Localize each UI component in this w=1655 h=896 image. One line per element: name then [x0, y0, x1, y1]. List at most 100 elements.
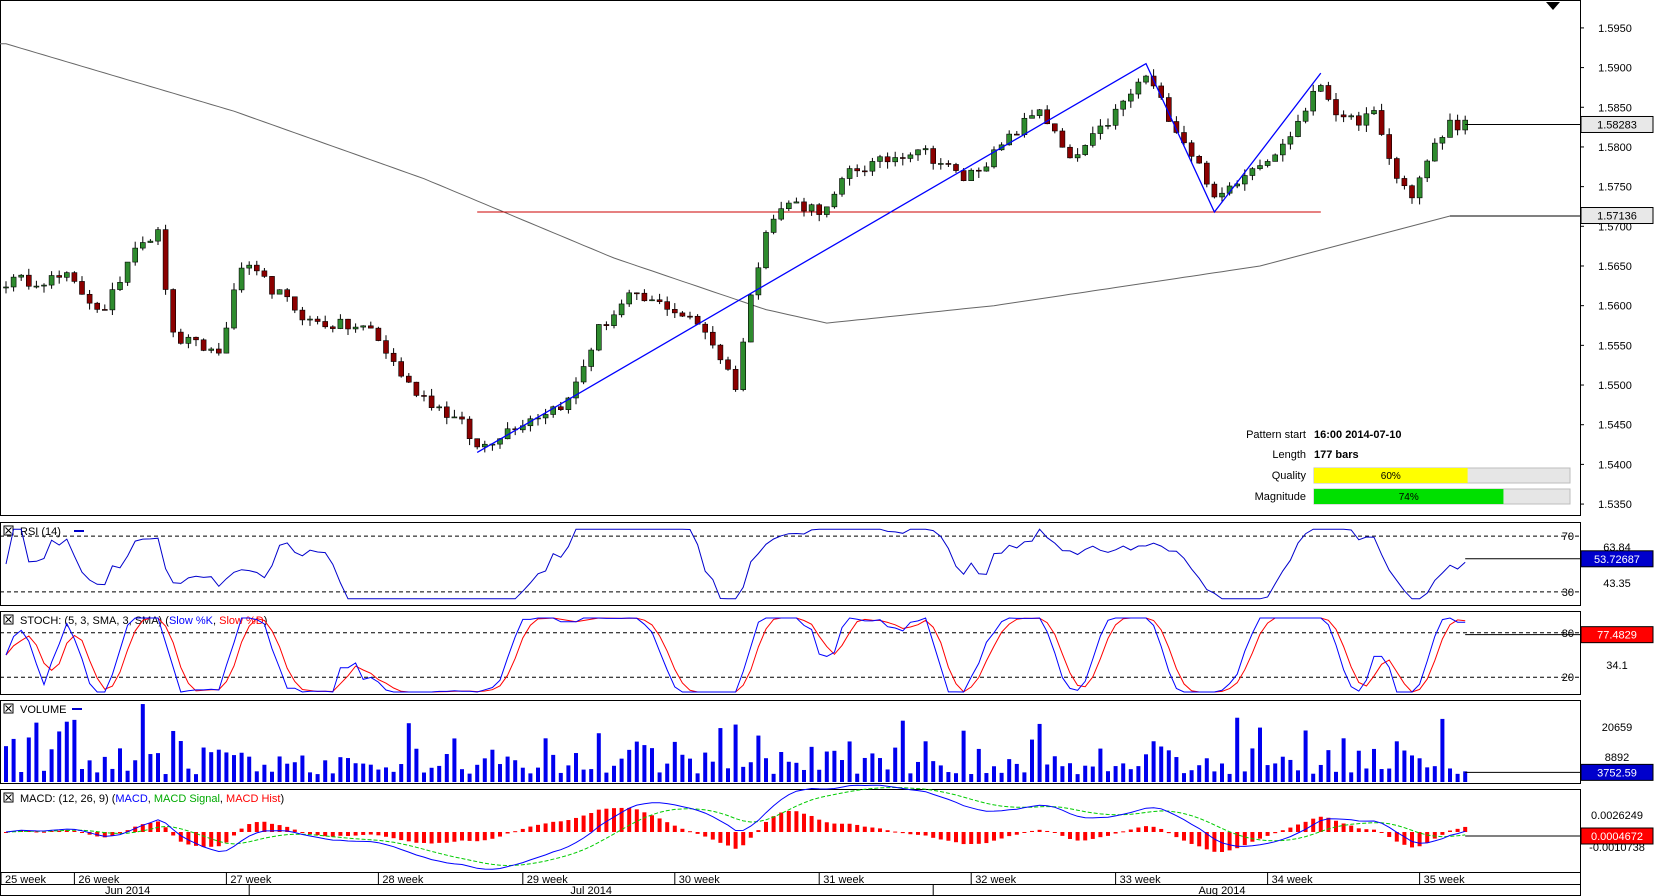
candle-body [193, 336, 199, 341]
candle [481, 440, 488, 453]
candle-body [1295, 120, 1301, 137]
volume-bar [308, 772, 312, 782]
macd-hist-bar [1242, 832, 1247, 846]
price-tick-label: 1.5550 [1598, 340, 1632, 352]
volume-bar [422, 772, 426, 782]
candle-body [1044, 109, 1050, 125]
week-label: 30 week [679, 874, 720, 886]
volume-bar [482, 758, 487, 782]
macd-hist-bar [452, 832, 457, 842]
candle-body [1386, 134, 1392, 159]
candle [717, 343, 724, 364]
macd-hist-bar [1166, 832, 1171, 834]
candle-body [877, 156, 883, 162]
volume-bar [1432, 766, 1437, 782]
candle-body [162, 229, 169, 290]
candle-body [1166, 97, 1172, 122]
candle-body [922, 148, 929, 151]
rsi-close-icon[interactable] [5, 527, 12, 534]
volume-bar [779, 752, 784, 782]
macd-hist-bar [1060, 832, 1065, 836]
candle-body [337, 318, 344, 329]
candle [945, 160, 952, 167]
volume-close-icon[interactable] [5, 705, 12, 712]
candle [451, 409, 458, 419]
volume-bar [741, 766, 746, 782]
quality-label: Quality [1272, 470, 1307, 482]
candle [1447, 113, 1453, 138]
candle-body [360, 325, 367, 328]
candle [740, 337, 747, 392]
candle [261, 268, 268, 278]
volume-bar [1326, 750, 1331, 782]
stoch-current-badge: 77.4829 [1597, 630, 1637, 642]
volume-bar [148, 754, 153, 782]
volume-bar [452, 738, 457, 782]
candle [1052, 123, 1058, 134]
scroll-marker-icon[interactable] [1546, 2, 1560, 10]
stoch-close-icon[interactable] [5, 616, 12, 623]
rsi-level-label: 30 [1562, 587, 1574, 599]
volume-bar [475, 764, 480, 782]
volume-bar [118, 748, 122, 782]
volume-bar [80, 769, 84, 782]
panel-frames [0, 0, 1581, 896]
volume-bar [954, 773, 958, 782]
volume-bar [1356, 750, 1361, 782]
macd-hist-bar [1075, 832, 1080, 841]
macd-signal-name: MACD Signal [154, 793, 220, 805]
volume-bar [847, 741, 852, 782]
macd-hist-bar [285, 826, 290, 832]
candle-body [1333, 99, 1339, 116]
candle [33, 280, 40, 289]
volume-bar [794, 762, 799, 782]
macd-close-icon[interactable] [5, 794, 12, 801]
candle-body [10, 276, 17, 288]
macd-hist-bar [862, 826, 867, 832]
macd-hist-bar [361, 832, 366, 835]
magnitude-label: Magnitude [1255, 491, 1306, 503]
candle [238, 262, 245, 293]
candle [1356, 111, 1362, 131]
candle [953, 162, 959, 173]
candle-body [466, 418, 473, 440]
volume-bar [171, 730, 176, 782]
candle [755, 262, 762, 300]
macd-hist-bar [847, 823, 852, 832]
macd-hist-bar [1220, 832, 1224, 852]
volume-axis-label: 20659 [1602, 722, 1633, 734]
macd-hist-bar [802, 813, 806, 832]
candle [170, 288, 176, 338]
volume-bar [589, 769, 594, 782]
volume-bar [627, 749, 632, 782]
macd-hist-bar [710, 832, 715, 840]
macd-hist-bar [330, 832, 335, 837]
candle [405, 373, 412, 384]
candle [185, 334, 192, 349]
volume-bar [1189, 770, 1194, 782]
candle-body [747, 294, 754, 343]
candle-body [869, 161, 876, 172]
candle-body [102, 309, 108, 311]
stoch-level-label: 80 [1562, 628, 1574, 640]
volume-bar [1417, 758, 1422, 782]
quality-value: 60% [1381, 471, 1401, 482]
macd-hist-bar [1280, 830, 1285, 832]
volume-bar [498, 764, 502, 782]
candle [390, 348, 397, 367]
candle [474, 438, 481, 450]
candle-body [687, 315, 693, 318]
candle-body [1059, 130, 1066, 148]
candle-body [1280, 143, 1286, 156]
volume-bar [330, 773, 335, 782]
volume-bar [1159, 746, 1164, 782]
macd-hist-bar [680, 828, 685, 832]
macd-hist-bar [596, 809, 601, 832]
volume-bar [1212, 771, 1217, 782]
candle-body [147, 240, 154, 243]
candle [436, 404, 443, 411]
candle [48, 271, 55, 289]
candle [1128, 88, 1134, 108]
week-label: 25 week [5, 874, 46, 886]
macd-hist-bar [57, 830, 62, 832]
